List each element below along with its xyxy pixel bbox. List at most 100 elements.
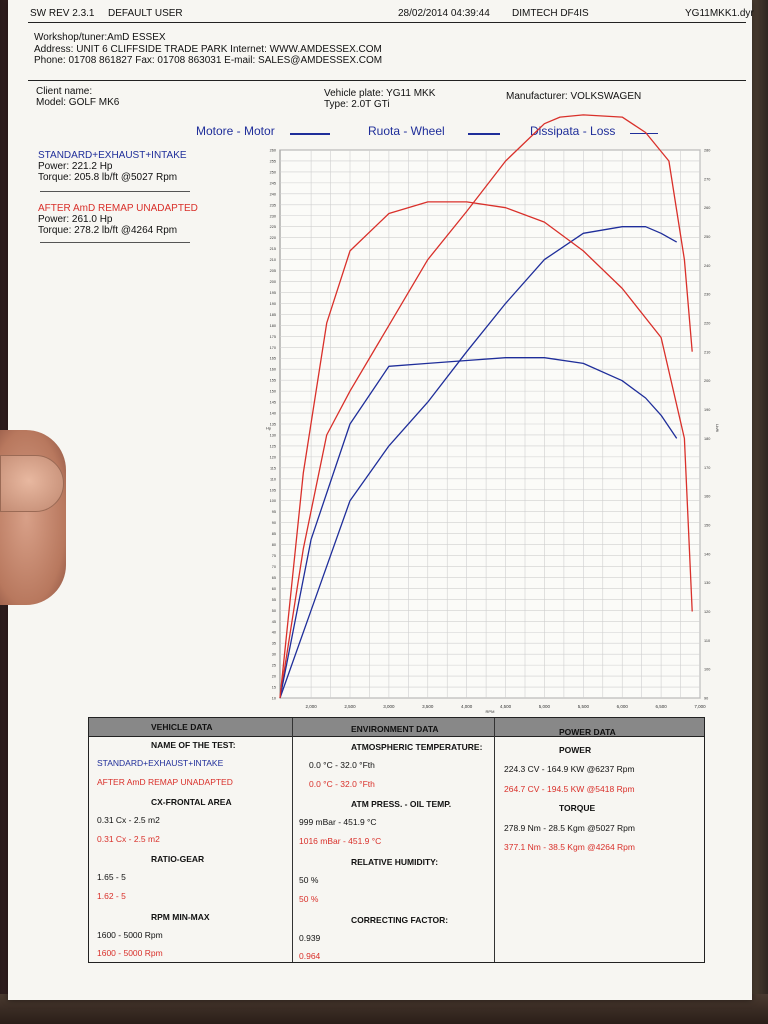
y-tick-label-left: 45 (272, 620, 276, 624)
section-press: ATM PRESS. - OIL TEMP. (351, 799, 452, 809)
y-tick-label-right: 200 (704, 379, 710, 383)
datetime: 28/02/2014 04:39:44 (398, 8, 490, 19)
y-tick-label-right: 120 (704, 610, 710, 614)
y-tick-label-left: 160 (270, 368, 276, 372)
vehicle-block: Vehicle plate: YG11 MKK Type: 2.0T GTi (324, 88, 435, 110)
y-tick-label-left: 65 (272, 576, 276, 580)
y-tick-label-right: 250 (704, 235, 710, 239)
test-stock-power: Power: 221.2 Hp (38, 161, 113, 172)
y-tick-label-right: 150 (704, 523, 710, 527)
software-version: SW REV 2.3.1 (30, 8, 95, 19)
stock-power-cell: 224.3 CV - 164.9 KW @6237 Rpm (504, 764, 635, 774)
y-tick-label-right: 170 (704, 466, 710, 470)
manufacturer: Manufacturer: VOLKSWAGEN (506, 91, 642, 102)
legend-loss: Dissipata - Loss (530, 124, 616, 138)
y-tick-label-left: 145 (270, 401, 276, 405)
x-tick-label: 2,000 (305, 704, 317, 709)
section-correcting: CORRECTING FACTOR: (351, 915, 449, 925)
y-tick-label-left: 105 (270, 488, 276, 492)
section-torque: TORQUE (559, 803, 596, 813)
th-power-data: POWER DATA (559, 727, 616, 737)
remap-rpm-cell: 1600 - 5000 Rpm (97, 948, 163, 958)
y-tick-label-left: 75 (272, 554, 276, 558)
legend-wheel-line (468, 133, 500, 135)
test-remap-power: Power: 261.0 Hp (38, 214, 113, 225)
y-tick-label-right: 260 (704, 206, 710, 210)
y-tick-label-right: 110 (704, 639, 710, 643)
y-tick-label-left: 115 (270, 466, 276, 470)
y-tick-label-left: 125 (270, 444, 276, 448)
y-tick-label-right: 230 (704, 293, 710, 297)
y-tick-label-left: 235 (270, 203, 276, 207)
stock-correcting-cell: 0.939 (299, 933, 321, 943)
y-tick-label-left: 215 (270, 247, 276, 251)
y-tick-label-left: 110 (270, 477, 276, 481)
y-tick-label-left: 30 (272, 653, 276, 657)
x-tick-label: 3,000 (383, 704, 395, 709)
x-tick-label: 5,000 (539, 704, 551, 709)
y-tick-label-left: 240 (270, 192, 276, 196)
y-tick-label-left: 70 (272, 565, 276, 569)
y-tick-label-left: 255 (270, 159, 276, 163)
y-tick-label-left: 175 (270, 335, 276, 339)
x-tick-label: 4,000 (461, 704, 473, 709)
y-tick-label-left: 200 (270, 280, 276, 284)
summary-separator (40, 191, 190, 192)
stock-name-cell: STANDARD+EXHAUST+INTAKE (97, 758, 224, 768)
x-tick-label: 2,500 (344, 704, 356, 709)
y-tick-label-left: 190 (270, 302, 276, 306)
y-tick-label-left: 120 (270, 455, 276, 459)
vehicle-type: Type: 2.0T GTi (324, 99, 390, 110)
section-name: NAME OF THE TEST: (151, 740, 236, 750)
x-tick-label: 6,500 (655, 704, 667, 709)
y-axis-label-right: Lb/ft (715, 424, 720, 433)
workshop-line-3: Phone: 01708 861827 Fax: 01708 863031 E-… (34, 55, 383, 66)
y-tick-label-left: 40 (272, 631, 276, 635)
y-tick-label-left: 130 (270, 433, 276, 437)
summary-separator-2 (40, 242, 190, 243)
workshop-info: Workshop/tuner:AmD ESSEX Address: UNIT 6… (34, 32, 382, 67)
workshop-rule (28, 80, 746, 81)
header-rule (28, 22, 746, 23)
y-tick-label-left: 15 (272, 686, 276, 690)
y-tick-label-left: 80 (272, 543, 276, 547)
stock-rpm-cell: 1600 - 5000 Rpm (97, 930, 163, 940)
y-tick-label-left: 245 (270, 181, 276, 185)
stock-ratio-cell: 1.65 - 5 (97, 872, 126, 882)
legend-motor: Motore - Motor (196, 124, 275, 138)
y-tick-label-left: 90 (272, 521, 276, 525)
x-tick-label: 4,500 (500, 704, 512, 709)
remap-cx-cell: 0.31 Cx - 2.5 m2 (97, 834, 160, 844)
x-tick-label: 6,000 (617, 704, 629, 709)
stock-cx-cell: 0.31 Cx - 2.5 m2 (97, 815, 160, 825)
device-name: DIMTECH DF4IS (512, 8, 589, 19)
remap-power-cell: 264.7 CV - 194.5 KW @5418 Rpm (504, 784, 635, 794)
section-atm-temp: ATMOSPHERIC TEMPERATURE: (351, 742, 483, 752)
test-remap-summary: AFTER AmD REMAP UNADAPTED Power: 261.0 H… (38, 203, 198, 236)
remap-humidity-cell: 50 % (299, 894, 319, 904)
th-environment-data: ENVIRONMENT DATA (351, 724, 439, 734)
x-tick-label: 7,000 (694, 704, 706, 709)
y-tick-label-right: 220 (704, 322, 710, 326)
y-tick-label-left: 195 (270, 291, 276, 295)
legend-motor-line (290, 133, 330, 135)
test-stock-torque: Torque: 205.8 lb/ft @5027 Rpm (38, 172, 178, 183)
y-tick-label-left: 150 (270, 390, 276, 394)
y-tick-label-left: 100 (270, 499, 276, 503)
y-tick-label-right: 280 (704, 149, 710, 153)
y-tick-label-left: 205 (270, 269, 276, 273)
y-tick-label-left: 260 (270, 149, 276, 153)
y-tick-label-right: 140 (704, 552, 710, 556)
y-tick-label-left: 95 (272, 510, 276, 514)
stock-humidity-cell: 50 % (299, 875, 319, 885)
series-line-2 (279, 114, 693, 699)
x-tick-label: 5,500 (578, 704, 590, 709)
y-tick-label-left: 35 (272, 642, 276, 646)
workshop-line-1: Workshop/tuner:AmD ESSEX (34, 32, 166, 43)
y-tick-label-left: 60 (272, 587, 276, 591)
remap-press-cell: 1016 mBar - 451.9 °C (299, 836, 382, 846)
y-tick-label-left: 25 (272, 664, 276, 668)
vehicle-plate: Vehicle plate: YG11 MKK (324, 88, 436, 99)
client-block: Client name: Model: GOLF MK6 (36, 86, 119, 108)
section-cx: CX-FRONTAL AREA (151, 797, 232, 807)
